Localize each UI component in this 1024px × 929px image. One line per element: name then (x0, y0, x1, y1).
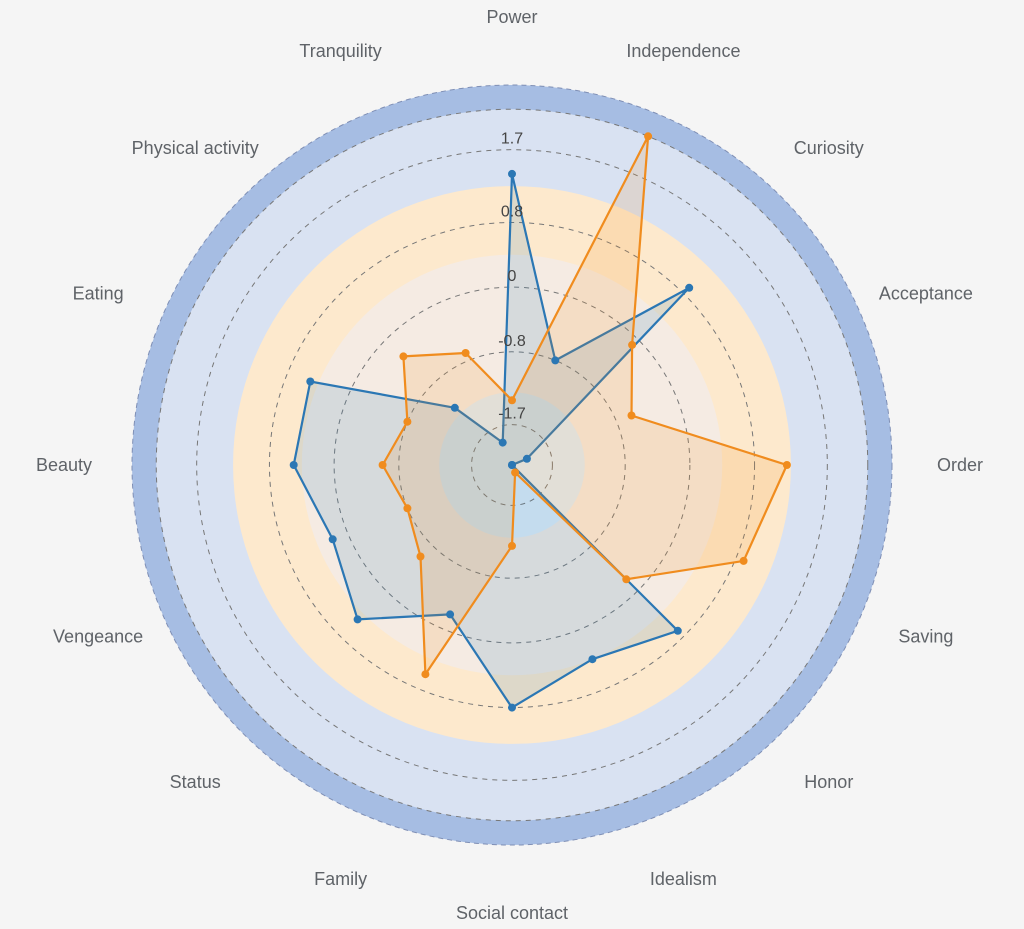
series-2-point (508, 396, 516, 405)
series-2-point (782, 461, 791, 469)
axis-labels: Power Independence Curiosity Acceptance Orde… (36, 7, 983, 923)
series-1-point (353, 615, 362, 624)
axis-label: Independence (626, 41, 740, 61)
axis-label: Saving (898, 626, 953, 646)
series-2-point (403, 504, 412, 513)
series-1-point (508, 703, 516, 712)
series-1-point (306, 377, 315, 386)
series-2-point (644, 132, 653, 141)
data-series (289, 132, 791, 712)
axis-label: Eating (73, 284, 124, 304)
series-2-point (508, 541, 516, 550)
series-1-point (551, 356, 560, 365)
tick-label: -0.8 (498, 333, 526, 350)
tick-label: 0.8 (501, 203, 523, 220)
series-1-point (685, 283, 694, 292)
series-1-point (522, 454, 531, 463)
axis-label: Honor (804, 772, 853, 792)
series-1-point (289, 461, 298, 469)
series-2-point (378, 461, 387, 469)
series-2-point (628, 340, 637, 349)
outer-ring (131, 84, 893, 846)
series-2-point (627, 411, 636, 420)
tick-label: 1.7 (501, 131, 523, 148)
series-1-point (450, 403, 459, 412)
axis-label: Beauty (36, 455, 92, 475)
axis-label: Vengeance (53, 626, 143, 646)
grid-ring (333, 286, 691, 644)
axis-label: Idealism (650, 869, 717, 889)
series-1-point (328, 535, 337, 544)
series-1-point (673, 626, 682, 635)
grid-ring (398, 351, 626, 579)
axis-label: Status (170, 772, 221, 792)
series-2-point (416, 552, 425, 561)
series-1-point (508, 169, 516, 178)
series-2-point (622, 575, 631, 584)
series-2-point (511, 468, 520, 477)
series-1-point (508, 461, 516, 469)
axis-label: Social contact (456, 903, 568, 923)
tick-label: -1.7 (498, 406, 526, 423)
grid-ring (196, 149, 828, 781)
axis-label: Tranquility (299, 41, 381, 61)
tick-label: 0 (508, 268, 517, 285)
series-1-point (446, 610, 455, 619)
tick-labels: -1.7 -0.8 0 0.8 1.7 (498, 131, 526, 423)
grid-ring (155, 108, 869, 822)
series-1-point (498, 438, 507, 447)
axis-label: Order (937, 455, 983, 475)
series-1-area (292, 172, 691, 709)
axis-label: Curiosity (794, 138, 864, 158)
axis-label: Physical activity (132, 138, 259, 158)
axis-label: Power (486, 7, 537, 27)
series-2-point (421, 670, 430, 679)
series-2-point (403, 417, 412, 426)
series-2-point (739, 556, 748, 565)
grid-ring (471, 424, 553, 506)
series-2-point (461, 349, 470, 357)
series-2-point (399, 352, 408, 361)
series-1-point (588, 655, 597, 664)
axis-label: Acceptance (879, 284, 973, 304)
axis-label: Family (314, 869, 367, 889)
